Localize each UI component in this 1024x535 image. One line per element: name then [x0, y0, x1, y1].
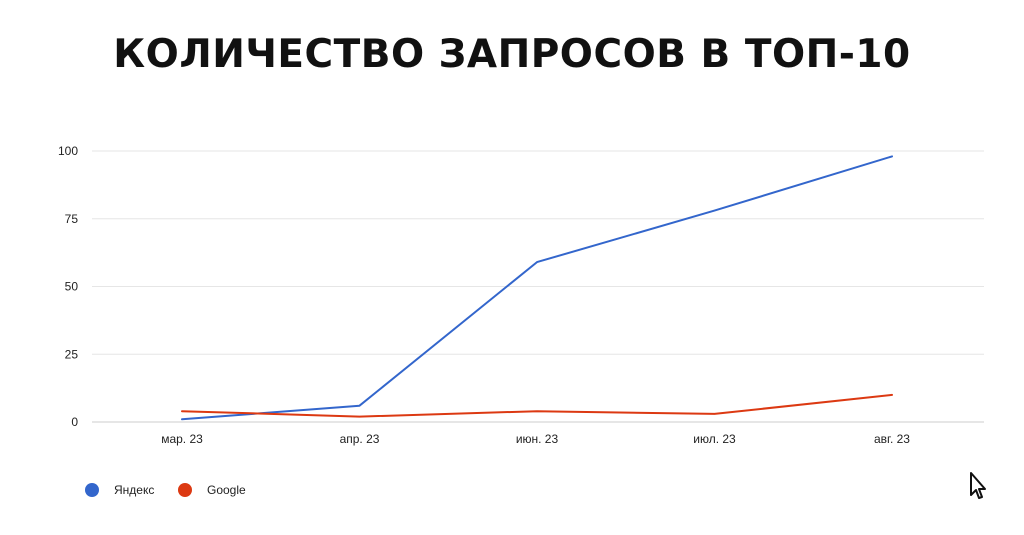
legend-marker	[85, 483, 99, 497]
y-axis-ticks: 0 25 50 75 100	[58, 144, 78, 429]
legend-item: Яндекс	[85, 483, 154, 497]
chart-title: КОЛИЧЕСТВО ЗАПРОСОВ В ТОП-10	[113, 32, 911, 77]
mouse-pointer-icon	[970, 472, 986, 499]
gridlines	[92, 150, 984, 423]
legend-item: Google	[178, 483, 246, 497]
x-axis-ticks: мар. 23 апр. 23 июн. 23 июл. 23 авг. 23	[161, 432, 910, 446]
series-line-1	[181, 393, 893, 418]
legend-marker	[178, 483, 192, 497]
y-tick-label: 0	[71, 415, 78, 429]
series-line-0	[181, 155, 893, 421]
x-tick-label: апр. 23	[340, 432, 380, 446]
y-tick-label: 100	[58, 144, 78, 158]
legend-label: Google	[207, 483, 246, 497]
x-tick-label: авг. 23	[874, 432, 910, 446]
legend: Яндекс Google	[85, 483, 246, 497]
x-tick-label: июл. 23	[693, 432, 736, 446]
y-tick-label: 25	[65, 347, 79, 361]
y-tick-label: 50	[65, 280, 79, 294]
x-tick-label: июн. 23	[516, 432, 559, 446]
legend-label: Яндекс	[114, 483, 154, 497]
series-lines	[181, 155, 893, 421]
x-tick-label: мар. 23	[161, 432, 203, 446]
y-tick-label: 75	[65, 212, 79, 226]
